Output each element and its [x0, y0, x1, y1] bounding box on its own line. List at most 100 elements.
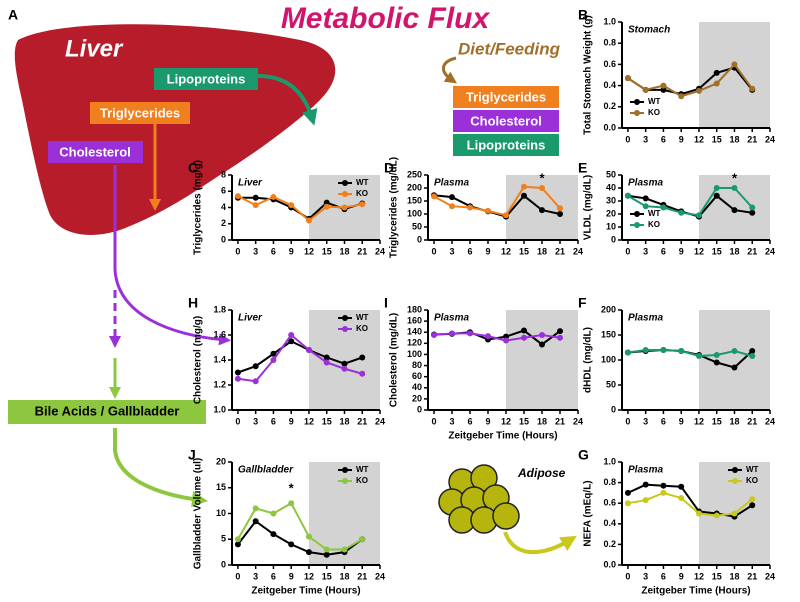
x-tick-label: 18: [729, 571, 739, 581]
point: [359, 536, 366, 543]
x-tick-label: 6: [467, 416, 472, 426]
point: [252, 194, 259, 201]
legend-marker: [634, 110, 640, 116]
x-tick-label: 21: [747, 416, 757, 426]
x-tick-label: 6: [661, 134, 666, 144]
point: [288, 202, 295, 209]
point: [270, 350, 277, 357]
point: [323, 203, 330, 210]
point: [521, 327, 527, 334]
series-line: [237, 340, 363, 374]
arrow: [257, 74, 318, 126]
legend-marker: [342, 191, 348, 197]
point: [749, 502, 756, 509]
x-tick-label: 0: [431, 416, 436, 426]
legend-label: WT: [356, 313, 369, 322]
y-tick-label: 0.0: [603, 122, 616, 132]
point: [539, 185, 545, 191]
point: [467, 204, 473, 211]
x-tick-label: 6: [271, 246, 276, 256]
x-tick-label: 24: [765, 134, 775, 144]
legend-marker: [342, 326, 348, 332]
x-tick-label: 9: [679, 416, 684, 426]
point: [431, 332, 437, 338]
x-tick-label: 12: [694, 134, 704, 144]
x-tick-label: 12: [694, 246, 704, 256]
arrow: [113, 165, 231, 346]
y-axis-label: Triglycerides (mg/dL): [389, 157, 400, 258]
inset-title: Plasma: [628, 465, 663, 476]
point: [359, 370, 366, 377]
y-axis-label: NEFA (mEq/L): [583, 480, 594, 546]
point: [749, 353, 756, 359]
point: [624, 500, 631, 507]
point: [539, 341, 545, 348]
point: [252, 505, 259, 512]
panel-letter: A: [8, 7, 18, 23]
point: [467, 330, 473, 337]
legend-marker: [732, 478, 738, 484]
legend-marker: [342, 315, 348, 321]
y-tick-label: 0.6: [603, 59, 616, 69]
point: [749, 496, 756, 503]
arrow: [442, 56, 457, 84]
significance: *: [539, 170, 545, 185]
x-tick-label: 3: [449, 416, 454, 426]
point: [642, 203, 649, 210]
point: [305, 549, 312, 556]
y-axis-label: Cholesterol (mg/dL): [389, 313, 400, 407]
x-tick-label: 18: [729, 134, 739, 144]
inset-title: Liver: [238, 313, 263, 324]
x-tick-label: 12: [304, 571, 314, 581]
y-tick-label: 0: [417, 234, 422, 244]
point: [341, 546, 348, 553]
point: [341, 365, 348, 372]
x-tick-label: 0: [235, 246, 240, 256]
x-tick-label: 21: [747, 134, 757, 144]
y-tick-label: 150: [407, 195, 422, 205]
x-tick-label: 3: [643, 134, 648, 144]
label-box: [453, 110, 559, 132]
x-tick-label: 3: [643, 246, 648, 256]
x-tick-label: 3: [449, 246, 454, 256]
point: [731, 510, 738, 517]
y-axis-label: dHDL (mg/dL): [583, 327, 594, 393]
point: [252, 518, 259, 525]
x-tick-label: 21: [747, 571, 757, 581]
legend-label: WT: [648, 97, 661, 106]
x-tick-label: 24: [375, 246, 385, 256]
point: [341, 360, 348, 367]
panel-letter: G: [578, 447, 589, 463]
x-tick-label: 24: [573, 246, 583, 256]
x-tick-label: 24: [573, 416, 583, 426]
arrow: [113, 428, 208, 507]
point: [270, 357, 277, 363]
y-tick-label: 1.4: [213, 354, 226, 364]
legend-label: WT: [356, 178, 369, 187]
x-tick-label: 24: [765, 246, 775, 256]
liver-label: Lipoproteins: [167, 71, 246, 86]
point: [678, 209, 685, 216]
bile-label: Bile Acids / Gallbladder: [35, 403, 180, 418]
inset-title: Stomach: [628, 25, 670, 36]
legend-label: KO: [356, 189, 368, 198]
x-tick-label: 9: [679, 134, 684, 144]
diet-item: Triglycerides: [466, 89, 546, 104]
x-tick-label: 15: [519, 416, 529, 426]
point: [624, 75, 631, 82]
point: [252, 363, 259, 370]
y-tick-label: 120: [407, 338, 422, 348]
x-tick-label: 0: [625, 416, 630, 426]
point: [731, 61, 738, 68]
series-line: [627, 62, 754, 98]
point: [713, 80, 720, 87]
x-axis-label: Zeitgeber Time (Hours): [448, 431, 557, 442]
x-tick-label: 6: [661, 246, 666, 256]
x-tick-label: 6: [661, 571, 666, 581]
panel-letter: J: [188, 447, 196, 463]
x-axis-label: Zeitgeber Time (Hours): [641, 586, 750, 597]
panel-letter: E: [578, 160, 587, 176]
point: [305, 533, 312, 540]
y-tick-label: 1.6: [213, 329, 226, 339]
x-tick-label: 6: [271, 571, 276, 581]
